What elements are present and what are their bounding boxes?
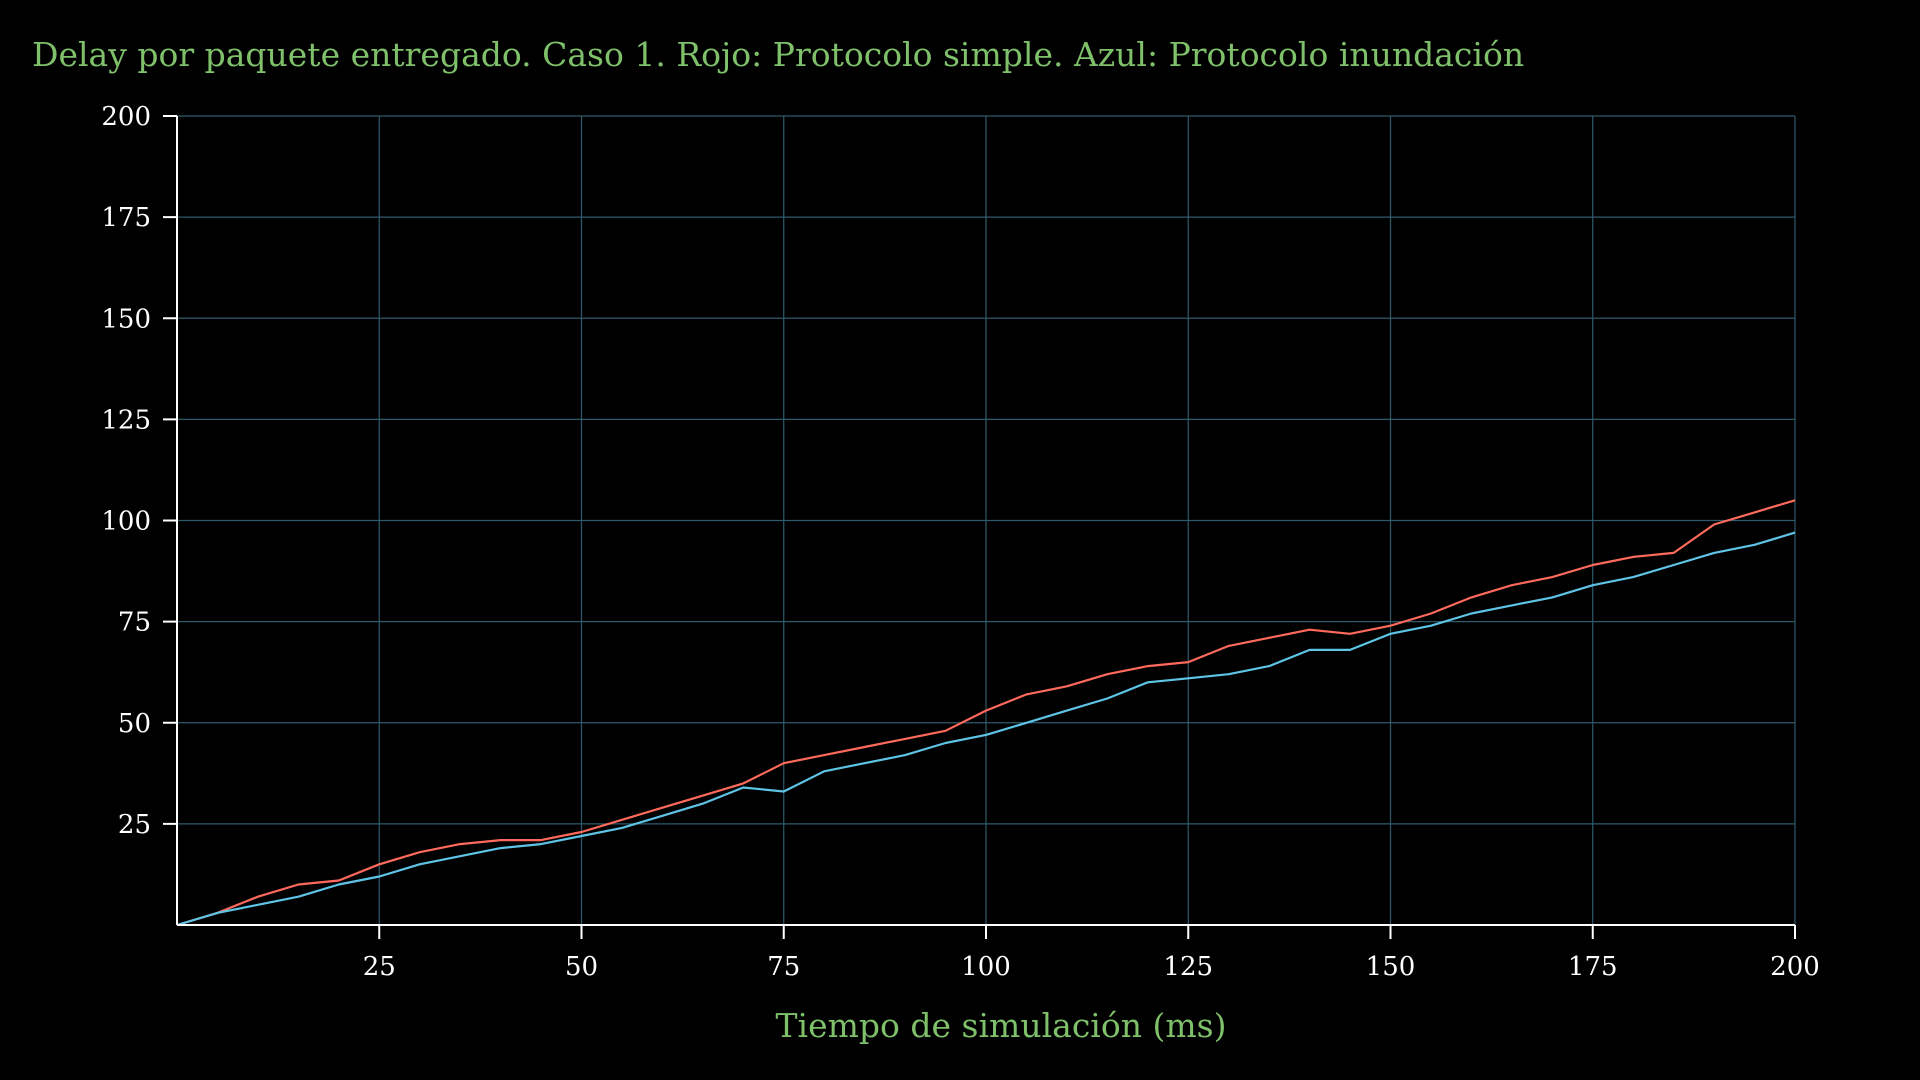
y-tick-label: 50 [118, 709, 151, 739]
series-line-1 [176, 499, 1796, 927]
x-tick-label: 125 [1163, 952, 1213, 982]
y-tick-label: 100 [101, 507, 151, 537]
grid [177, 115, 1796, 925]
x-tick-label: 150 [1366, 952, 1416, 982]
y-tick-label: 150 [101, 304, 151, 334]
x-tick-label: 200 [1770, 952, 1820, 982]
chart-title: Delay por paquete entregado. Caso 1. Roj… [32, 35, 1524, 74]
y-tick-label: 175 [101, 203, 151, 233]
axes: 25 50 75 100 125 150 175 200 25 50 75 100 125 150 175 2… [101, 102, 1819, 982]
x-tick-label: 75 [767, 952, 800, 982]
x-tick-label: 25 [363, 952, 396, 982]
x-axis-label: Tiempo de simulación (ms) [776, 1006, 1227, 1045]
series-line-2 [176, 531, 1796, 927]
x-tick-label: 100 [961, 952, 1011, 982]
y-tick-label: 25 [118, 810, 151, 840]
x-tick-label: 175 [1568, 952, 1618, 982]
x-tick-label: 50 [565, 952, 598, 982]
series-group [176, 499, 1796, 927]
y-tick-label: 75 [118, 608, 151, 638]
y-tick-label: 125 [101, 405, 151, 435]
y-tick-label: 200 [101, 102, 151, 132]
